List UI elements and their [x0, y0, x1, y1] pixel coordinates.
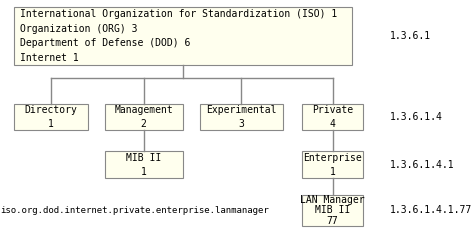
Text: 1.3.6.1.4.1: 1.3.6.1.4.1 — [390, 160, 454, 170]
FancyBboxPatch shape — [302, 151, 363, 178]
Text: Department of Defense (DOD) 6: Department of Defense (DOD) 6 — [20, 38, 190, 48]
Text: 4: 4 — [330, 119, 335, 129]
Text: LAN Manager: LAN Manager — [300, 195, 365, 205]
Text: 3: 3 — [238, 119, 244, 129]
Text: Private: Private — [312, 105, 353, 115]
Text: Organization (ORG) 3: Organization (ORG) 3 — [20, 24, 137, 34]
FancyBboxPatch shape — [104, 151, 183, 178]
FancyBboxPatch shape — [14, 104, 88, 130]
Text: MIB II: MIB II — [315, 205, 350, 215]
Text: Internet 1: Internet 1 — [20, 53, 79, 63]
Text: Management: Management — [114, 105, 173, 115]
Text: 2: 2 — [141, 119, 147, 129]
Text: 1: 1 — [330, 167, 335, 177]
Text: Enterprise: Enterprise — [303, 153, 362, 163]
Text: Experimental: Experimental — [206, 105, 276, 115]
Text: MIB II: MIB II — [126, 153, 162, 163]
Text: 1: 1 — [141, 167, 147, 177]
FancyBboxPatch shape — [302, 104, 363, 130]
Text: 1.3.6.1.4: 1.3.6.1.4 — [390, 112, 442, 122]
Text: International Organization for Standardization (ISO) 1: International Organization for Standardi… — [20, 9, 337, 19]
FancyBboxPatch shape — [14, 7, 352, 65]
FancyBboxPatch shape — [104, 104, 183, 130]
Text: 77: 77 — [327, 216, 338, 226]
FancyBboxPatch shape — [302, 195, 363, 226]
FancyBboxPatch shape — [200, 104, 283, 130]
Text: 1.3.6.1.4.1.77: 1.3.6.1.4.1.77 — [390, 205, 472, 215]
Text: 1: 1 — [48, 119, 54, 129]
Text: iso.org.dod.internet.private.enterprise.lanmanager: iso.org.dod.internet.private.enterprise.… — [0, 206, 269, 215]
Text: 1.3.6.1: 1.3.6.1 — [390, 31, 431, 41]
Text: Directory: Directory — [25, 105, 77, 115]
